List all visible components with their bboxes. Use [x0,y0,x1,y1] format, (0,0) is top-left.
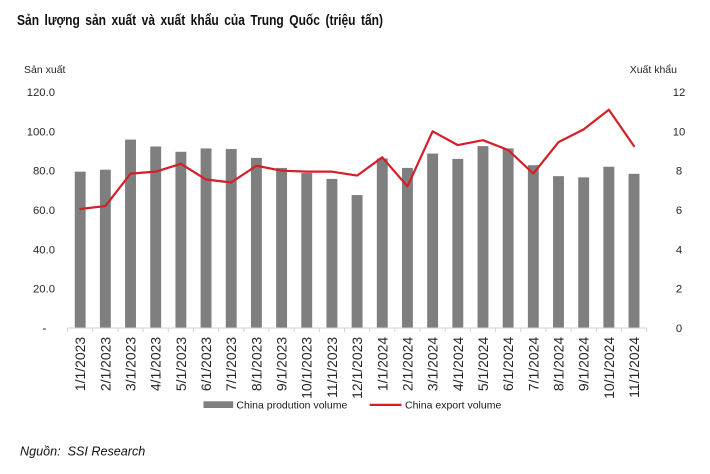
svg-text:Sản xuất: Sản xuất [24,64,66,76]
svg-text:3/1/2023: 3/1/2023 [123,337,139,392]
svg-text:-: - [43,321,47,335]
svg-text:12/1/2023: 12/1/2023 [349,337,365,399]
svg-text:1/1/2024: 1/1/2024 [374,337,390,392]
svg-text:4/1/2023: 4/1/2023 [148,337,164,392]
svg-text:60.0: 60.0 [33,205,55,217]
svg-text:20.0: 20.0 [33,284,55,296]
svg-text:2/1/2024: 2/1/2024 [399,337,415,392]
svg-text:China prodution volume: China prodution volume [236,399,347,411]
svg-text:120.0: 120.0 [27,87,55,99]
svg-text:80.0: 80.0 [33,166,55,178]
svg-text:10/1/2023: 10/1/2023 [299,337,315,399]
svg-text:10/1/2024: 10/1/2024 [601,337,617,399]
svg-text:7/1/2024: 7/1/2024 [525,337,541,392]
svg-text:8/1/2023: 8/1/2023 [248,337,264,392]
svg-text:Nguồn: SSI Research: Nguồn: SSI Research [20,445,145,459]
svg-text:7/1/2023: 7/1/2023 [223,337,239,392]
svg-text:6/1/2023: 6/1/2023 [198,337,214,392]
svg-text:3/1/2024: 3/1/2024 [425,337,441,392]
svg-text:12: 12 [673,87,686,99]
svg-text:100.0: 100.0 [27,126,55,138]
svg-text:9/1/2024: 9/1/2024 [576,337,592,392]
svg-text:6: 6 [676,205,682,217]
svg-text:11/1/2023: 11/1/2023 [324,337,340,398]
svg-text:10: 10 [673,126,686,138]
svg-text:1/1/2023: 1/1/2023 [72,337,88,392]
svg-text:5/1/2024: 5/1/2024 [475,337,491,392]
svg-text:4/1/2024: 4/1/2024 [450,337,466,392]
svg-text:2/1/2023: 2/1/2023 [97,337,113,392]
svg-text:9/1/2023: 9/1/2023 [274,337,290,392]
svg-text:0: 0 [676,323,682,335]
svg-text:4: 4 [676,244,682,256]
svg-text:5/1/2023: 5/1/2023 [173,337,189,392]
svg-text:Sản lượng sản xuất và xuất khẩ: Sản lượng sản xuất và xuất khẩu của Trun… [17,13,383,29]
svg-text:8: 8 [676,166,682,178]
svg-text:40.0: 40.0 [33,244,55,256]
svg-text:6/1/2024: 6/1/2024 [500,337,516,392]
svg-text:8/1/2024: 8/1/2024 [550,337,566,392]
svg-text:11/1/2024: 11/1/2024 [626,337,642,398]
svg-text:Xuất khẩu: Xuất khẩu [630,64,677,76]
svg-text:2: 2 [676,284,682,296]
svg-text:China export volume: China export volume [405,399,501,411]
